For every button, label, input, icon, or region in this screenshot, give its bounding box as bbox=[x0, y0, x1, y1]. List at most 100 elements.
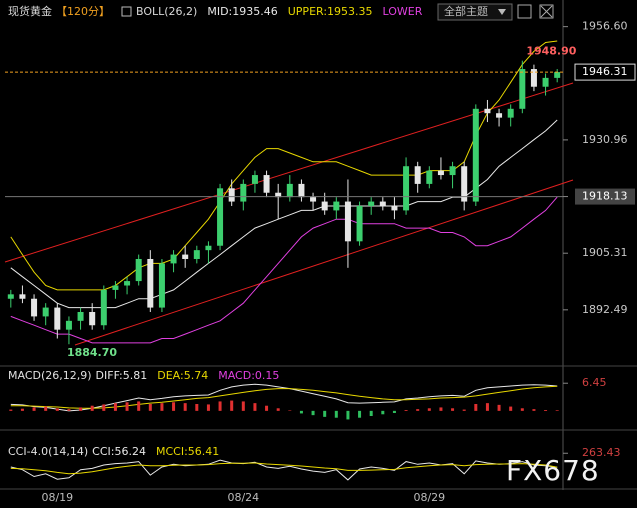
trend-line bbox=[74, 179, 574, 346]
candle-body bbox=[484, 108, 491, 114]
candle-body bbox=[251, 175, 258, 184]
histogram-bar bbox=[451, 408, 455, 411]
histogram-bar bbox=[113, 403, 117, 411]
histogram-bar bbox=[241, 401, 245, 411]
candle-body bbox=[414, 166, 421, 184]
theme-dropdown-label: 全部主题 bbox=[444, 4, 488, 18]
histogram-bar bbox=[497, 404, 501, 411]
histogram-bar bbox=[323, 410, 327, 417]
candle-body bbox=[356, 205, 363, 242]
candle-body bbox=[496, 113, 503, 118]
candle-body bbox=[310, 197, 317, 202]
histogram-bar bbox=[474, 404, 478, 411]
period: 【120分】 bbox=[56, 5, 110, 18]
candle-body bbox=[100, 289, 107, 326]
indicator-line bbox=[10, 196, 558, 344]
candle-body bbox=[135, 258, 142, 282]
candle-body bbox=[286, 183, 293, 198]
histogram-bar bbox=[253, 403, 257, 411]
histogram-bar bbox=[334, 410, 338, 418]
candle-body bbox=[217, 188, 224, 246]
candle-body bbox=[77, 311, 84, 321]
candle-body bbox=[426, 170, 433, 184]
candle-body bbox=[19, 294, 26, 299]
candle-body bbox=[147, 258, 154, 308]
histogram-bar bbox=[79, 407, 83, 411]
current-price-box bbox=[574, 63, 636, 81]
candle-body bbox=[321, 201, 328, 211]
y-tick-label: 263.43 bbox=[582, 446, 621, 459]
histogram-bar bbox=[9, 409, 13, 411]
histogram-bar bbox=[102, 404, 106, 411]
candle-body bbox=[89, 311, 96, 326]
indicator-name: BOLL(26,2) bbox=[136, 5, 197, 18]
histogram-bar bbox=[392, 410, 396, 413]
histogram-bar bbox=[32, 407, 36, 411]
histogram-bar bbox=[346, 410, 350, 420]
candle-body bbox=[472, 108, 479, 202]
x-tick-label: 08/24 bbox=[227, 491, 259, 504]
y-tick-label: 1930.96 bbox=[582, 133, 628, 146]
toolbar-button[interactable] bbox=[517, 4, 532, 19]
legend-entry: CCI:56.24 bbox=[92, 445, 146, 458]
x-tick-label: 08/29 bbox=[413, 491, 445, 504]
histogram-bar bbox=[44, 406, 48, 411]
candle-body bbox=[437, 170, 444, 176]
symbol: 现货黄金 bbox=[8, 4, 52, 18]
candle-body bbox=[240, 183, 247, 202]
candle-body bbox=[54, 307, 61, 330]
histogram-bar bbox=[427, 408, 431, 411]
toolbar-button[interactable] bbox=[539, 4, 554, 19]
histogram-bar bbox=[544, 410, 548, 411]
indicator-icon[interactable] bbox=[121, 6, 132, 17]
candle-body bbox=[170, 254, 177, 264]
legend-entry: LOWER bbox=[383, 5, 423, 18]
candle-body bbox=[298, 183, 305, 198]
candle-body bbox=[263, 175, 270, 193]
candle-body bbox=[461, 166, 468, 202]
histogram-bar bbox=[288, 410, 292, 411]
histogram-bar bbox=[218, 401, 222, 411]
histogram-bar bbox=[462, 409, 466, 411]
histogram-bar bbox=[55, 408, 59, 411]
candle-body bbox=[42, 307, 49, 317]
theme-dropdown[interactable] bbox=[437, 3, 513, 21]
crosshair-box bbox=[575, 188, 635, 205]
watermark: FX678 bbox=[506, 454, 600, 487]
candle-body bbox=[519, 69, 526, 109]
candle-body bbox=[124, 281, 131, 286]
histogram-bar bbox=[172, 402, 176, 411]
candle-body bbox=[344, 201, 351, 242]
histogram-bar bbox=[230, 400, 234, 411]
histogram-bar bbox=[160, 403, 164, 411]
indicator-line bbox=[10, 383, 558, 412]
indicator-line bbox=[10, 459, 558, 481]
histogram-bar bbox=[183, 403, 187, 411]
candle-body bbox=[403, 166, 410, 211]
histogram-bar bbox=[404, 410, 408, 411]
indicator-line bbox=[10, 40, 558, 291]
histogram-bar bbox=[137, 401, 141, 411]
y-tick-label: 1905.31 bbox=[582, 246, 628, 259]
candle-body bbox=[542, 77, 549, 87]
candle-body bbox=[554, 72, 561, 78]
histogram-bar bbox=[555, 410, 559, 411]
dropdown-arrow bbox=[498, 9, 506, 15]
histogram-bar bbox=[276, 408, 280, 411]
x-tick-label: 08/19 bbox=[41, 491, 73, 504]
legend-entry: MID:1935.46 bbox=[207, 5, 277, 18]
legend-entry: MCCI:56.41 bbox=[156, 445, 219, 458]
candle-body bbox=[379, 201, 386, 206]
histogram-bar bbox=[369, 410, 373, 416]
legend-entry: DEA:5.74 bbox=[157, 369, 208, 382]
histogram-bar bbox=[125, 402, 129, 411]
indicator-line bbox=[10, 462, 558, 475]
candle-body bbox=[449, 166, 456, 176]
candle-body bbox=[391, 205, 398, 211]
candle-body bbox=[65, 320, 72, 330]
legend-entry: UPPER:1953.35 bbox=[288, 5, 373, 18]
indicator-line bbox=[10, 385, 558, 409]
current-price-label: 1946.31 bbox=[582, 65, 628, 78]
histogram-bar bbox=[416, 409, 420, 411]
